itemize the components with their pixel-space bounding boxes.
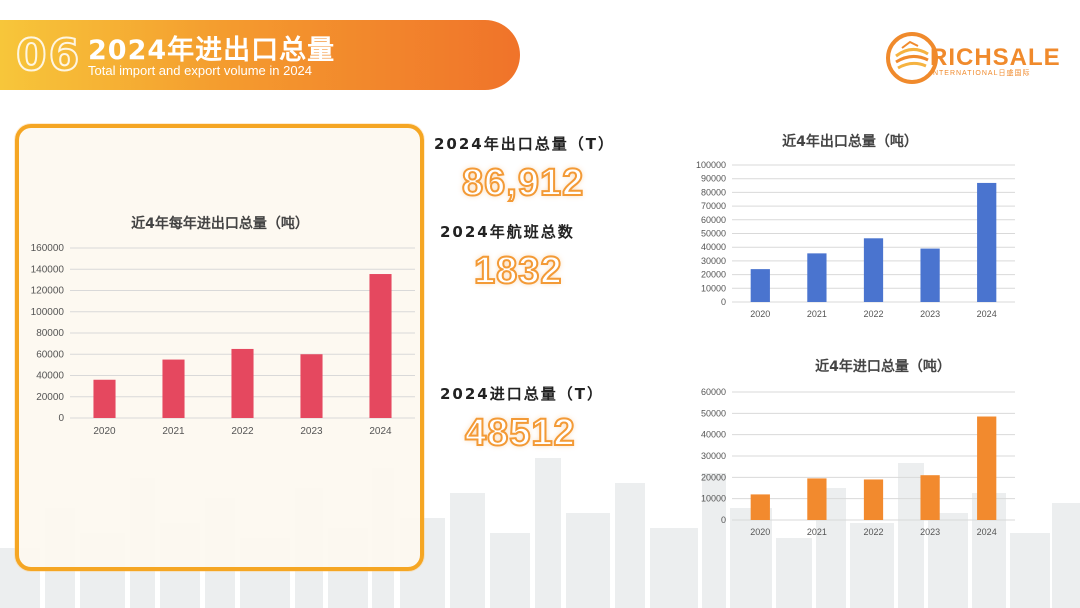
export-volume-chart: 0 10000 20000 30000 40000 50000 60000 70000 8000… xyxy=(696,160,1015,319)
total-ytick-label: 100000 xyxy=(31,307,65,318)
total-xtick-label: 2022 xyxy=(231,426,254,437)
export-ytick-label: 90000 xyxy=(701,174,726,184)
import-ytick-label: 60000 xyxy=(701,387,726,397)
section-number: 06 xyxy=(15,29,82,82)
export-xtick-label: 2023 xyxy=(920,309,940,319)
total-bar-2022 xyxy=(231,348,254,418)
page-title: 2024年进出口总量 xyxy=(88,35,336,66)
total-ytick-label: 160000 xyxy=(31,243,65,254)
import-ytick-label: 50000 xyxy=(701,408,726,418)
header-banner: 06 2024年进出口总量 Total import and export vo… xyxy=(0,20,520,90)
export-xtick-label: 2021 xyxy=(807,309,827,319)
export-total-value: 86,912 xyxy=(461,161,585,205)
import-ytick-label: 30000 xyxy=(701,451,726,461)
export-ytick-label: 100000 xyxy=(696,160,726,170)
logo-text: RICHSALE xyxy=(930,44,1061,71)
total-bar-2021 xyxy=(162,359,185,418)
export-bar-2021 xyxy=(807,253,827,302)
total-volume-card xyxy=(15,124,424,571)
export-ytick-label: 50000 xyxy=(701,229,726,239)
total-ytick-label: 60000 xyxy=(36,349,64,360)
import-ytick-label: 40000 xyxy=(701,430,726,440)
export-ytick-label: 30000 xyxy=(701,256,726,266)
import-xtick-label: 2023 xyxy=(920,527,940,537)
total-ytick-label: 80000 xyxy=(36,328,64,339)
import-xtick-label: 2022 xyxy=(863,527,883,537)
total-ytick-label: 40000 xyxy=(36,371,64,382)
flights-total-value: 1832 xyxy=(473,249,563,293)
export-xtick-label: 2022 xyxy=(863,309,883,319)
export-xtick-label: 2020 xyxy=(750,309,770,319)
total-ytick-label: 0 xyxy=(58,413,64,424)
total-ytick-label: 20000 xyxy=(36,392,64,403)
export-bar-2020 xyxy=(750,269,770,302)
total-bar-2023 xyxy=(300,354,323,418)
total-ytick-label: 140000 xyxy=(31,264,65,275)
export-total-label: 2024年出口总量（T） xyxy=(434,135,615,153)
export-chart-title: 近4年出口总量（吨） xyxy=(782,134,918,150)
export-bar-2022 xyxy=(863,238,884,302)
import-total-label: 2024进口总量（T） xyxy=(440,385,604,403)
import-ytick-label: 0 xyxy=(721,515,726,525)
export-ytick-label: 70000 xyxy=(701,201,726,211)
import-bar-2024 xyxy=(977,416,997,520)
import-bar-2023 xyxy=(920,475,940,520)
export-ytick-label: 40000 xyxy=(701,242,726,252)
import-chart-title: 近4年进口总量（吨） xyxy=(815,359,951,375)
export-xtick-label: 2024 xyxy=(977,309,997,319)
import-xtick-label: 2021 xyxy=(807,527,827,537)
total-xtick-label: 2024 xyxy=(369,426,392,437)
import-xtick-label: 2020 xyxy=(750,527,770,537)
export-ytick-label: 80000 xyxy=(701,187,726,197)
flights-total-label: 2024年航班总数 xyxy=(440,223,575,241)
logo-globe-icon xyxy=(886,32,938,84)
export-bar-2023 xyxy=(920,248,940,302)
total-chart-title: 近4年每年进出口总量（吨） xyxy=(131,216,309,232)
export-ytick-label: 0 xyxy=(721,297,726,307)
total-bar-2024 xyxy=(369,274,392,418)
total-bar-2020 xyxy=(93,379,116,418)
total-xtick-label: 2023 xyxy=(300,426,323,437)
logo-subtext: INTERNATIONAL日盛国际 xyxy=(930,70,1031,77)
import-bar-2022 xyxy=(863,479,884,520)
export-ytick-label: 20000 xyxy=(701,270,726,280)
total-ytick-label: 120000 xyxy=(31,286,65,297)
import-ytick-label: 10000 xyxy=(701,494,726,504)
export-ytick-label: 10000 xyxy=(701,283,726,293)
export-bar-2024 xyxy=(977,182,997,302)
import-bar-2020 xyxy=(750,494,770,520)
total-volume-chart: 0 20000 40000 60000 80000 100000 120000 140000 1… xyxy=(31,243,415,437)
import-xtick-label: 2024 xyxy=(977,527,997,537)
export-ytick-label: 60000 xyxy=(701,215,726,225)
import-ytick-label: 20000 xyxy=(701,472,726,482)
import-bar-2021 xyxy=(807,478,827,520)
total-xtick-label: 2021 xyxy=(162,426,185,437)
import-volume-chart: 0 10000 20000 30000 40000 50000 60000 2020 2021 2… xyxy=(701,387,1015,537)
page-subtitle: Total import and export volume in 2024 xyxy=(88,63,313,78)
import-total-value: 48512 xyxy=(464,411,576,455)
total-xtick-label: 2020 xyxy=(93,426,116,437)
company-logo: RICHSALE INTERNATIONAL日盛国际 xyxy=(884,30,1060,90)
